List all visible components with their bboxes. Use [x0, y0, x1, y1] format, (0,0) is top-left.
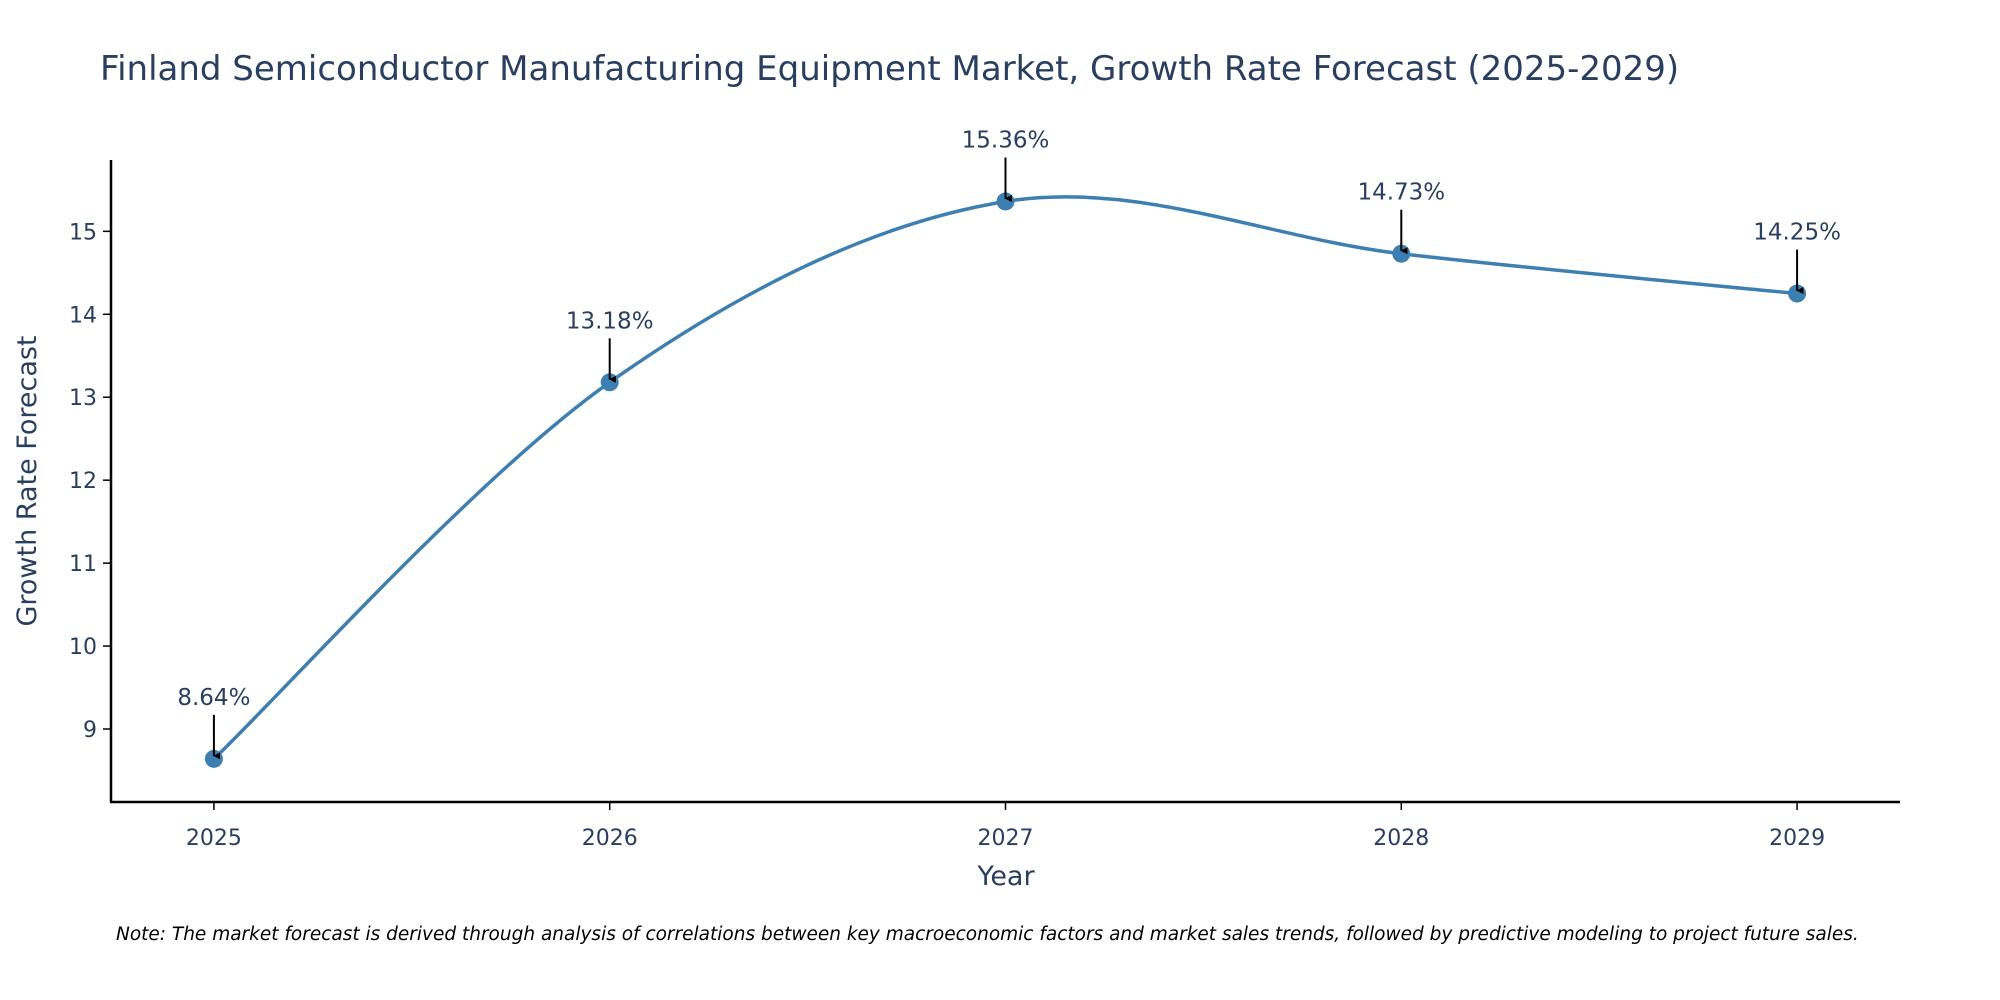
data-label: 13.18% — [566, 308, 654, 334]
data-label: 14.73% — [1357, 180, 1445, 206]
y-tick-label: 14 — [69, 303, 97, 328]
data-label: 15.36% — [962, 127, 1050, 153]
x-tick-label: 2026 — [582, 826, 638, 851]
y-tick-label: 10 — [69, 635, 97, 660]
y-tick-label: 13 — [69, 386, 97, 411]
plot-area: 8.64% 13.18% 15.36% 14.73% 14.25% — [177, 127, 1841, 768]
y-axis-ticks: 9 10 11 12 13 14 15 — [69, 220, 111, 743]
y-tick-label: 15 — [69, 220, 97, 245]
y-tick-label: 9 — [83, 718, 97, 743]
x-tick-label: 2028 — [1373, 826, 1429, 851]
y-axis-title: Growth Rate Forecast — [12, 335, 43, 626]
series-line — [212, 195, 1798, 761]
x-tick-label: 2029 — [1769, 826, 1825, 851]
x-axis-ticks: 2025 2026 2027 2028 2029 — [186, 802, 1825, 851]
x-tick-label: 2027 — [978, 826, 1034, 851]
y-tick-label: 11 — [69, 552, 97, 577]
chart-title: Finland Semiconductor Manufacturing Equi… — [100, 49, 1679, 89]
y-tick-label: 12 — [69, 469, 97, 494]
x-tick-label: 2025 — [186, 826, 242, 851]
footnote: Note: The market forecast is derived thr… — [116, 924, 1859, 945]
x-axis-title: Year — [976, 861, 1035, 892]
data-label: 14.25% — [1753, 220, 1841, 246]
data-label: 8.64% — [177, 685, 250, 711]
